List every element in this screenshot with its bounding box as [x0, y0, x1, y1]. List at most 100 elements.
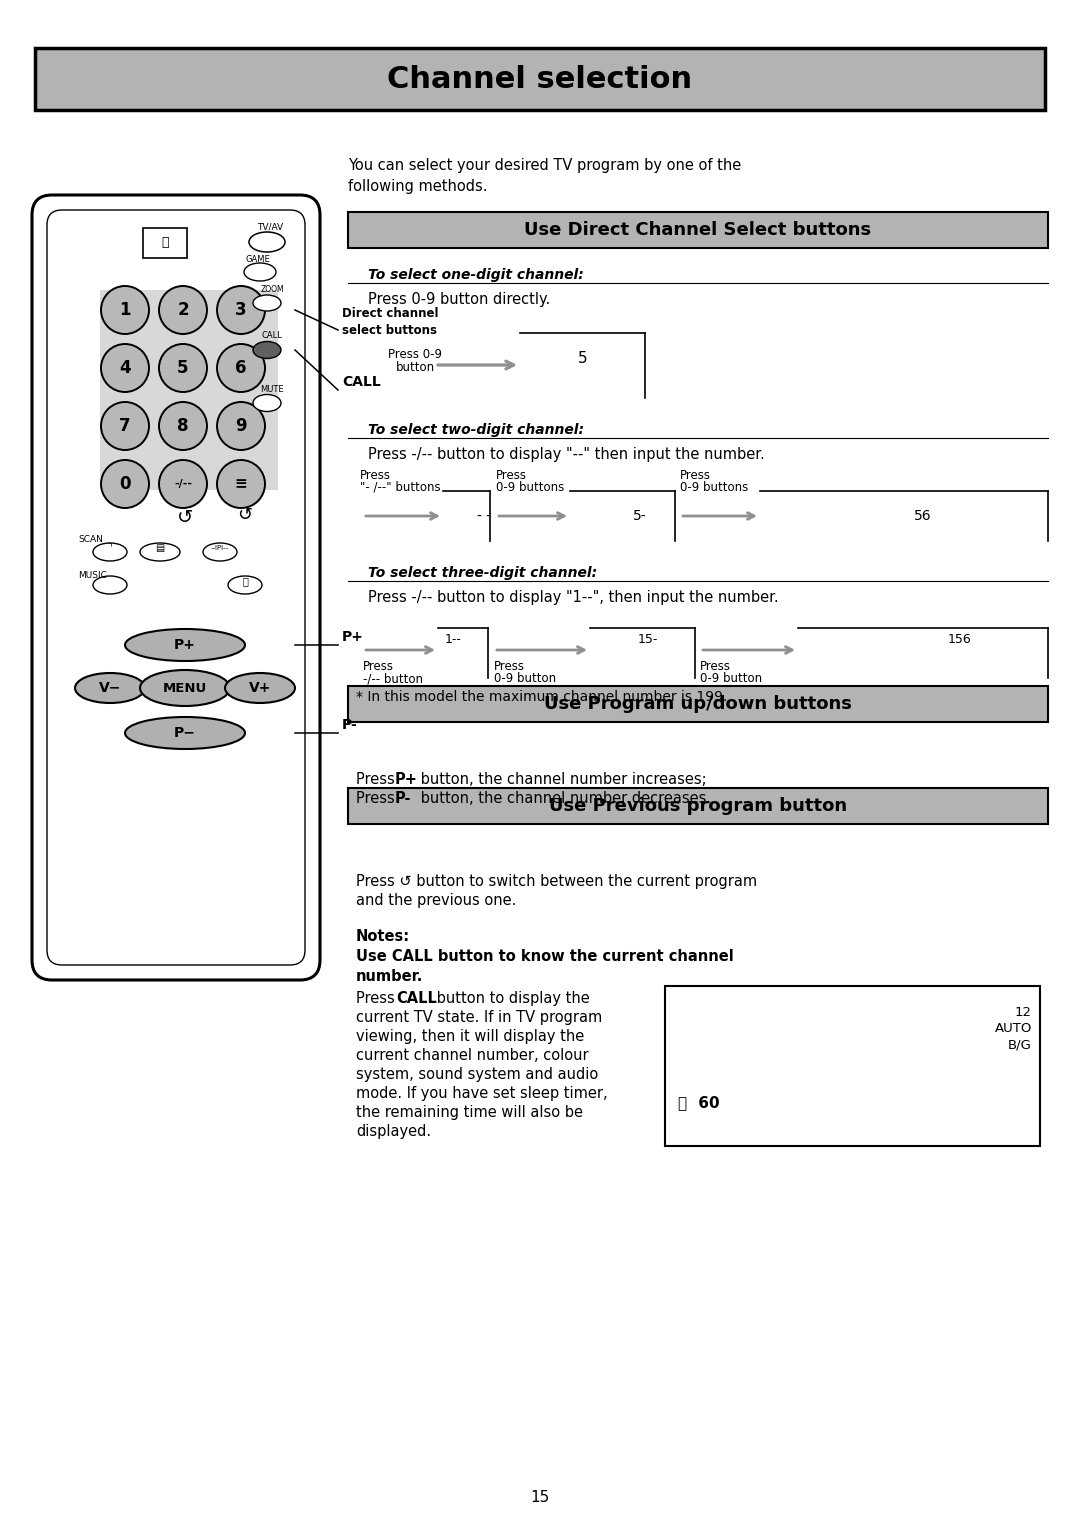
Text: 2: 2	[177, 301, 189, 319]
Ellipse shape	[249, 232, 285, 252]
Text: Press: Press	[356, 773, 400, 786]
Ellipse shape	[75, 673, 145, 702]
Circle shape	[159, 286, 207, 334]
Text: the remaining time will also be: the remaining time will also be	[356, 1106, 583, 1119]
Ellipse shape	[228, 576, 262, 594]
Text: 15-: 15-	[638, 634, 659, 646]
Text: ⏻: ⏻	[161, 237, 168, 249]
Text: V−: V−	[98, 681, 121, 695]
Text: 0-9 buttons: 0-9 buttons	[680, 481, 748, 495]
Text: Press: Press	[494, 660, 525, 673]
Text: AUTO: AUTO	[995, 1022, 1032, 1035]
Text: 56: 56	[914, 508, 932, 524]
Text: Use Program up/down buttons: Use Program up/down buttons	[544, 695, 852, 713]
Circle shape	[102, 344, 149, 392]
Text: B/G: B/G	[1008, 1038, 1032, 1051]
Text: Press: Press	[356, 791, 400, 806]
Text: P+: P+	[174, 638, 195, 652]
Text: 4: 4	[119, 359, 131, 377]
Text: 12: 12	[1015, 1006, 1032, 1019]
Text: CALL: CALL	[261, 331, 283, 341]
Bar	[100, 290, 278, 490]
Text: 8: 8	[177, 417, 189, 435]
Text: 3: 3	[235, 301, 247, 319]
Ellipse shape	[253, 394, 281, 411]
Text: P−: P−	[174, 725, 195, 741]
Text: -/--: -/--	[174, 479, 192, 489]
Bar	[665, 986, 1040, 1145]
Text: ≡: ≡	[234, 476, 247, 492]
Text: Use Previous program button: Use Previous program button	[549, 797, 847, 815]
Text: To select one-digit channel:: To select one-digit channel:	[368, 269, 584, 282]
Text: ⚿: ⚿	[242, 576, 248, 586]
Text: 0-9 buttons: 0-9 buttons	[496, 481, 564, 495]
Text: 6: 6	[235, 359, 246, 377]
Text: V+: V+	[248, 681, 271, 695]
Text: --IPI--: --IPI--	[211, 545, 229, 551]
Ellipse shape	[125, 718, 245, 750]
Text: Press: Press	[356, 991, 400, 1006]
Text: Press 0-9 button directly.: Press 0-9 button directly.	[368, 292, 550, 307]
Ellipse shape	[203, 544, 237, 560]
Circle shape	[159, 344, 207, 392]
Text: Direct channel
select buttons: Direct channel select buttons	[342, 307, 438, 337]
Text: Press: Press	[680, 469, 711, 483]
Bar	[348, 788, 1048, 825]
Text: system, sound system and audio: system, sound system and audio	[356, 1067, 598, 1083]
Text: CALL: CALL	[396, 991, 437, 1006]
Text: -/-- button: -/-- button	[363, 672, 423, 686]
Text: 0-9 button: 0-9 button	[494, 672, 556, 686]
Text: 15: 15	[530, 1490, 550, 1506]
Text: current channel number, colour: current channel number, colour	[356, 1048, 589, 1063]
Text: P+: P+	[342, 631, 364, 644]
Bar	[348, 686, 1048, 722]
Text: 0-9 button: 0-9 button	[700, 672, 762, 686]
Text: P-: P-	[395, 791, 411, 806]
Text: MUTE: MUTE	[260, 385, 284, 394]
Text: Press -/-- button to display "--" then input the number.: Press -/-- button to display "--" then i…	[368, 447, 765, 463]
Text: button, the channel number increases;: button, the channel number increases;	[416, 773, 706, 786]
Text: Use CALL button to know the current channel: Use CALL button to know the current chan…	[356, 948, 733, 964]
Text: ZOOM: ZOOM	[260, 286, 284, 295]
Text: Press: Press	[496, 469, 527, 483]
Text: To select two-digit channel:: To select two-digit channel:	[368, 423, 584, 437]
Bar	[35, 47, 1045, 110]
Text: Press: Press	[363, 660, 394, 673]
Text: 7: 7	[119, 417, 131, 435]
FancyBboxPatch shape	[32, 195, 320, 980]
Ellipse shape	[244, 263, 276, 281]
Text: Press -/-- button to display "1--", then input the number.: Press -/-- button to display "1--", then…	[368, 589, 779, 605]
Circle shape	[102, 460, 149, 508]
Text: 1: 1	[119, 301, 131, 319]
Ellipse shape	[93, 544, 127, 560]
Circle shape	[159, 460, 207, 508]
Text: ▤: ▤	[156, 544, 164, 553]
Text: button: button	[395, 360, 434, 374]
Ellipse shape	[140, 544, 180, 560]
Text: button to display the: button to display the	[432, 991, 590, 1006]
Circle shape	[217, 402, 265, 450]
Text: - -: - -	[477, 508, 491, 524]
Text: ↺: ↺	[177, 508, 193, 527]
Text: 5-: 5-	[633, 508, 647, 524]
Text: Channel selection: Channel selection	[388, 64, 692, 93]
Text: Press: Press	[700, 660, 731, 673]
Text: CALL: CALL	[342, 376, 381, 389]
Circle shape	[102, 402, 149, 450]
Text: TV/AV: TV/AV	[257, 223, 283, 232]
Ellipse shape	[125, 629, 245, 661]
Bar	[143, 228, 187, 258]
Circle shape	[159, 402, 207, 450]
Text: 60: 60	[693, 1096, 719, 1112]
Text: SCAN: SCAN	[78, 536, 103, 545]
Text: button, the channel number decreases.: button, the channel number decreases.	[416, 791, 711, 806]
Ellipse shape	[140, 670, 230, 705]
Text: current TV state. If in TV program: current TV state. If in TV program	[356, 1009, 603, 1025]
Bar	[348, 212, 1048, 247]
Text: You can select your desired TV program by one of the
following methods.: You can select your desired TV program b…	[348, 157, 741, 194]
Text: Use Direct Channel Select buttons: Use Direct Channel Select buttons	[525, 221, 872, 240]
Text: MENU: MENU	[163, 681, 207, 695]
Text: To select three-digit channel:: To select three-digit channel:	[368, 567, 597, 580]
Text: 156: 156	[948, 634, 972, 646]
Ellipse shape	[225, 673, 295, 702]
